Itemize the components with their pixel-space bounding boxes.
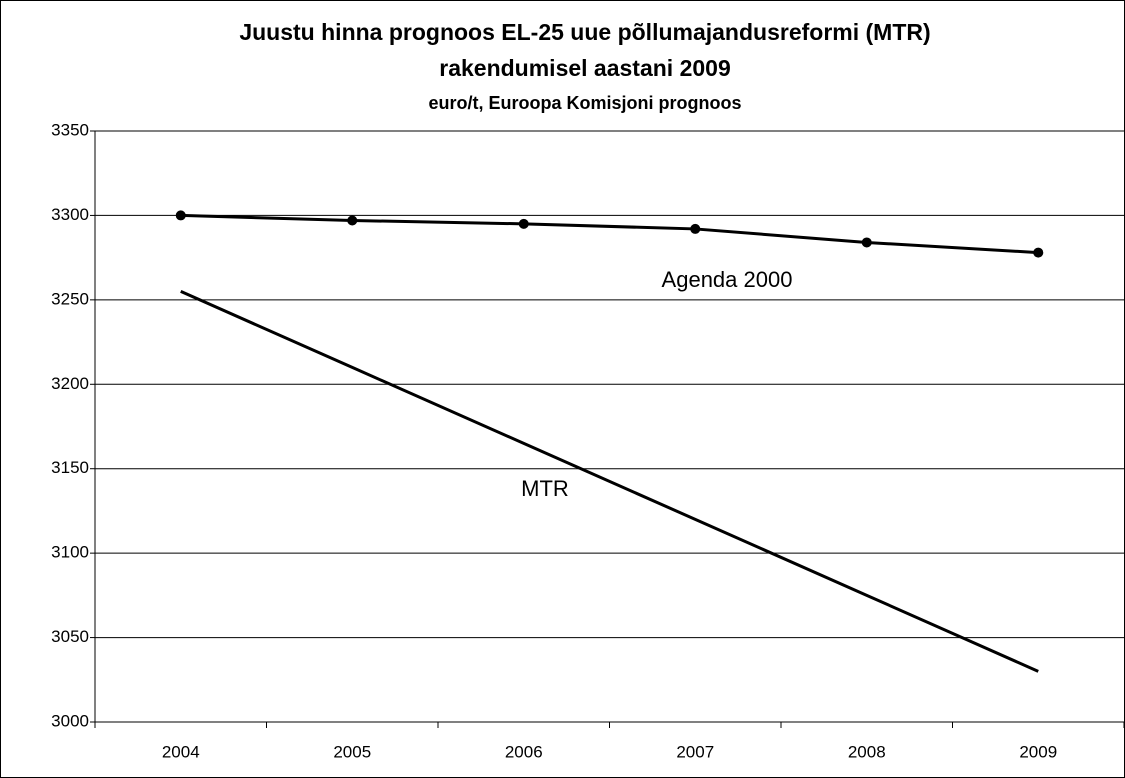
y-tick-label: 3250 xyxy=(51,289,89,308)
x-tick-label: 2005 xyxy=(333,742,371,761)
chart-title: rakendumisel aastani 2009 xyxy=(439,55,731,81)
series-marker xyxy=(690,223,701,234)
y-tick-label: 3350 xyxy=(51,120,89,139)
x-tick-label: 2007 xyxy=(676,742,714,761)
y-tick-label: 3050 xyxy=(51,627,89,646)
series-marker xyxy=(861,237,872,248)
x-tick-label: 2004 xyxy=(162,742,200,761)
series-marker xyxy=(175,210,186,221)
series-line xyxy=(180,213,1039,255)
chart-title: Juustu hinna prognoos EL-25 uue põllumaj… xyxy=(239,19,930,45)
y-tick-label: 3000 xyxy=(51,711,89,730)
series-line xyxy=(180,290,1039,673)
series-label: Agenda 2000 xyxy=(662,267,793,292)
series-marker xyxy=(1033,247,1044,258)
y-tick-label: 3300 xyxy=(51,205,89,224)
x-tick-label: 2009 xyxy=(1019,742,1057,761)
y-tick-label: 3150 xyxy=(51,458,89,477)
series-marker xyxy=(347,215,358,226)
y-tick-label: 3100 xyxy=(51,543,89,562)
x-tick-label: 2008 xyxy=(848,742,886,761)
series-label: MTR xyxy=(521,476,569,501)
x-tick-label: 2006 xyxy=(505,742,543,761)
y-tick-label: 3200 xyxy=(51,374,89,393)
series-marker xyxy=(518,218,529,229)
chart-subtitle: euro/t, Euroopa Komisjoni prognoos xyxy=(429,93,742,113)
